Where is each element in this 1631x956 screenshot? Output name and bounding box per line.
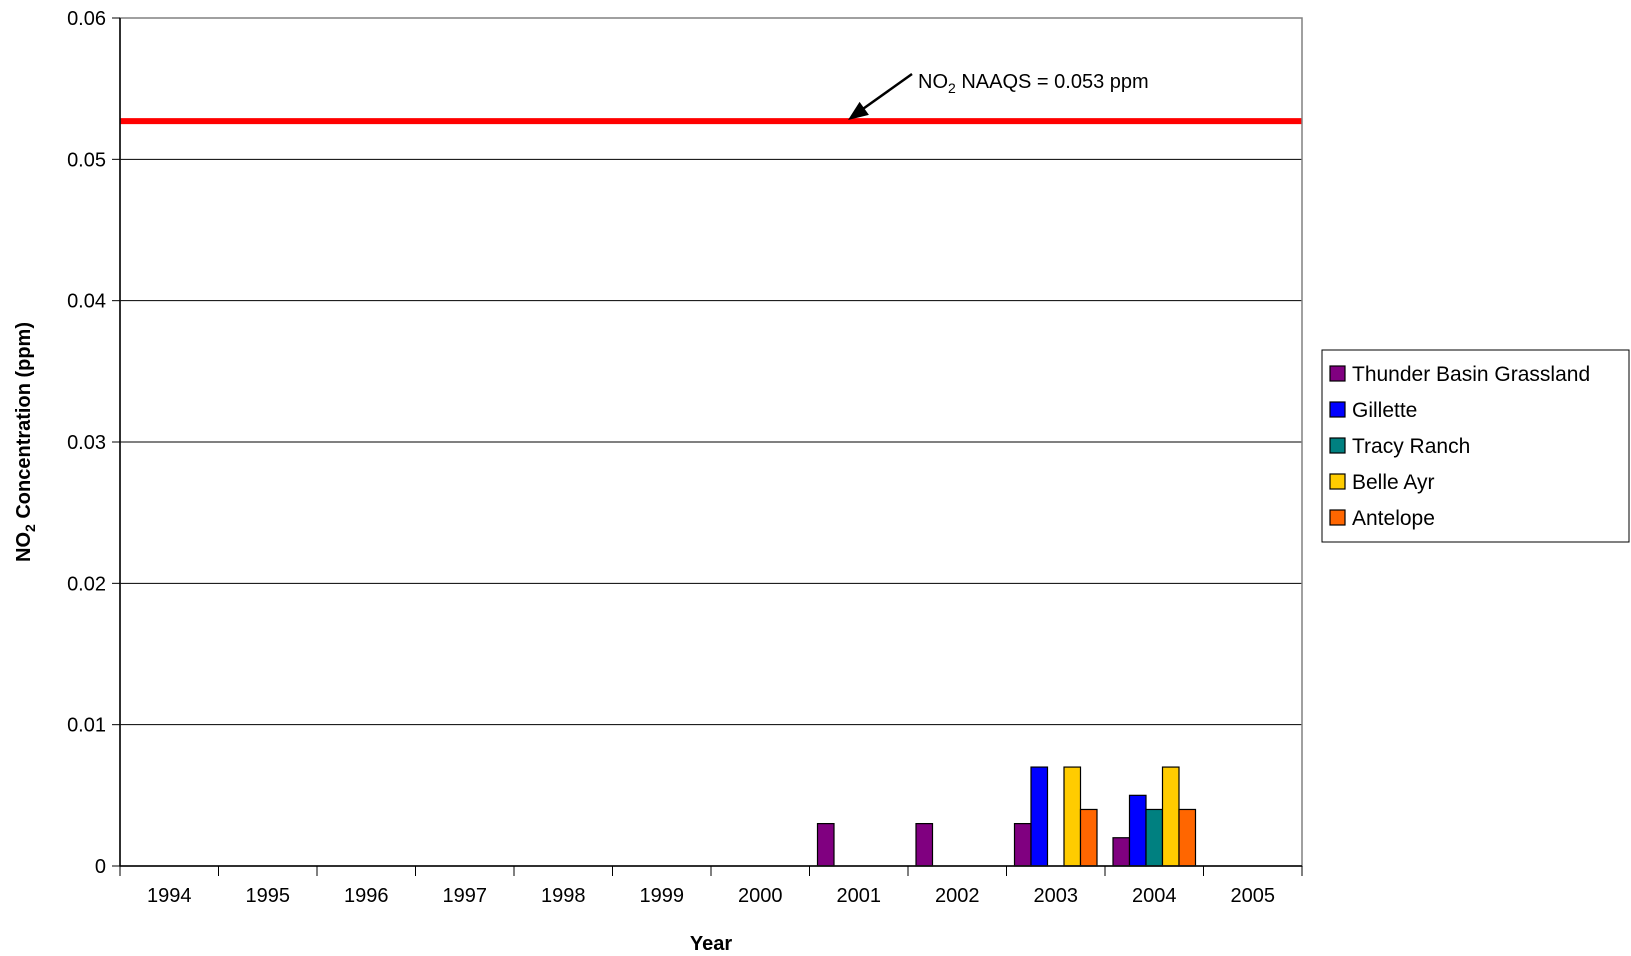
y-tick-label: 0.01 (67, 715, 106, 737)
legend-swatch-antelope (1329, 509, 1346, 526)
legend-label-gillette: Gillette (1352, 399, 1417, 422)
y-axis-title-sub: 2 (22, 524, 38, 532)
bar-thunder-basin-grassland-2001 (816, 822, 835, 867)
y-axis-title-pre: NO (13, 532, 35, 562)
x-tick-label: 2000 (738, 885, 783, 907)
naaqs-annotation: NO2 NAAQS = 0.053 ppm (918, 71, 1149, 96)
tick-labels: 0 0.01 0.02 0.03 0.04 0.05 0.06 1994 1995 1996 199… (67, 8, 1275, 907)
x-tick-label: 2001 (837, 885, 882, 907)
legend-label-thunder-basin-grassland: Thunder Basin Grassland (1352, 363, 1590, 386)
bar-gillette-2003 (1030, 766, 1049, 867)
naaqs-annotation-sub: 2 (948, 80, 956, 96)
legend-swatch-belle-ayr (1329, 473, 1346, 490)
bar-gillette-2004 (1128, 794, 1147, 867)
x-tick-label: 1997 (443, 885, 488, 907)
bar-thunder-basin-grassland-2002 (915, 822, 934, 867)
legend-swatch-thunder-basin-grassland (1329, 365, 1346, 382)
x-tick-label: 2002 (935, 885, 980, 907)
x-tick-label: 1995 (246, 885, 291, 907)
x-tick-label: 2003 (1034, 885, 1079, 907)
axes (112, 17, 1303, 876)
bar-antelope-2003 (1079, 808, 1098, 867)
y-tick-label: 0 (95, 856, 106, 878)
x-tick-label: 1996 (344, 885, 389, 907)
legend-label-antelope: Antelope (1352, 507, 1435, 530)
bar-tracy-ranch-2004 (1145, 808, 1164, 867)
y-tick-label: 0.02 (67, 573, 106, 595)
y-axis-title-post: Concentration (ppm) (13, 322, 35, 524)
bar-belle-ayr-2003 (1063, 766, 1082, 867)
x-axis-title: Year (690, 933, 732, 955)
y-tick-label: 0.03 (67, 432, 106, 454)
naaqs-annotation-pre: NO (918, 71, 948, 93)
x-tick-label: 2005 (1231, 885, 1276, 907)
y-axis-title: NO2 Concentration (ppm) (13, 322, 38, 562)
legend-box (1321, 349, 1630, 543)
legend-swatch-tracy-ranch (1329, 437, 1346, 454)
legend-label-tracy-ranch: Tracy Ranch (1352, 435, 1470, 458)
x-tick-label: 1999 (640, 885, 685, 907)
bar-thunder-basin-grassland-2004 (1112, 837, 1131, 867)
annotation-arrowhead (848, 101, 869, 120)
legend-label-belle-ayr: Belle Ayr (1352, 471, 1435, 494)
y-tick-label: 0.05 (67, 149, 106, 171)
bar-thunder-basin-grassland-2003 (1013, 822, 1032, 867)
x-tick-label: 1998 (541, 885, 586, 907)
y-tick-label: 0.06 (67, 8, 106, 30)
legend-swatch-gillette (1329, 401, 1346, 418)
y-tick-label: 0.04 (67, 291, 106, 313)
naaqs-annotation-post: NAAQS = 0.053 ppm (956, 71, 1149, 93)
bar-belle-ayr-2004 (1161, 766, 1180, 867)
annotation-arrow (859, 72, 913, 113)
bar-antelope-2004 (1178, 808, 1197, 867)
x-tick-label: 1994 (147, 885, 192, 907)
x-tick-label: 2004 (1132, 885, 1177, 907)
bars (816, 766, 1197, 867)
legend: Thunder Basin Grassland Gillette Tracy Ran… (1321, 349, 1630, 543)
